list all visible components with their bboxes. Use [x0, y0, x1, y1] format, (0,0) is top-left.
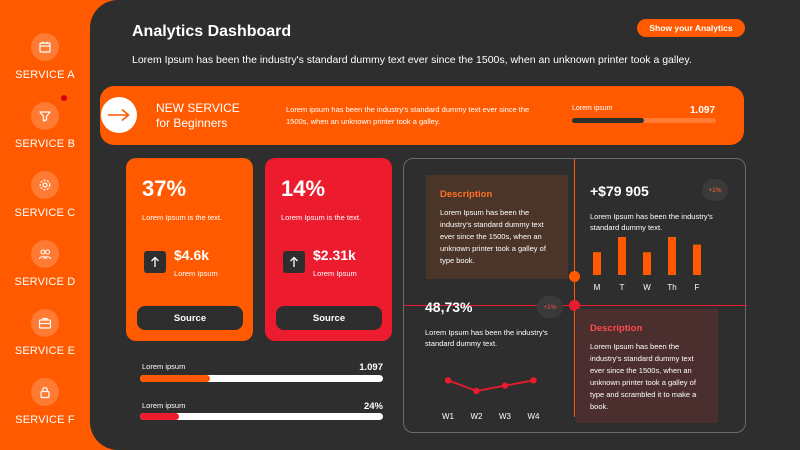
- card-percent: 37%: [142, 176, 187, 201]
- progress-fill: [140, 375, 211, 382]
- divider-dot-orange: [569, 271, 580, 282]
- source-button[interactable]: Source: [137, 306, 243, 330]
- card-text: Lorem Ipsum is the text.: [281, 213, 362, 222]
- weekly-line-chart: W1 W2 W3 W4: [442, 377, 541, 421]
- banner-title: NEW SERVICE for Beginners: [156, 101, 240, 131]
- users-icon: [31, 240, 59, 268]
- bar-th: [668, 237, 676, 275]
- line-point-w4: [530, 377, 537, 384]
- card-amount-label: Lorem Ipsum: [174, 269, 218, 278]
- sidebar: SERVICE A SERVICE B SERVICE C SERVICE D …: [0, 0, 90, 450]
- metric-badge: +1%: [537, 296, 563, 318]
- briefcase-icon: [31, 309, 59, 337]
- banner-stat-label: Lorem ipsum: [572, 105, 613, 112]
- description-title: Description: [590, 323, 643, 334]
- arrow-up-icon: [144, 251, 166, 273]
- stat-card-1: 37% Lorem Ipsum is the text. $4.6k Lorem…: [126, 158, 253, 341]
- settings-icon: [31, 171, 59, 199]
- banner-text: Lorem ipsum has been the industry's stan…: [286, 105, 530, 126]
- line-tick-label: W1: [442, 412, 455, 421]
- progress-label: Lorem ipsum: [142, 401, 186, 410]
- line-tick-label: W2: [471, 412, 484, 421]
- sidebar-item-label: SERVICE B: [14, 138, 76, 150]
- metric-percentage: 48,73%: [425, 299, 473, 315]
- bar-w: [643, 252, 651, 275]
- calendar-icon: [31, 33, 59, 61]
- line-point-w1: [444, 377, 452, 384]
- sidebar-item-label: SERVICE A: [15, 69, 75, 81]
- progress-fill: [140, 413, 179, 420]
- description-text: Lorem Ipsum has been the industry's stan…: [590, 342, 697, 411]
- banner-progress-track: [572, 118, 716, 123]
- sidebar-item-service-c[interactable]: SERVICE C: [0, 171, 90, 219]
- banner-title-line2: for Beginners: [156, 116, 228, 130]
- bar-tick-label: F: [695, 283, 700, 292]
- progress-label: Lorem ipsum: [142, 362, 186, 371]
- metric-text: Lorem Ipsum has been the industry's stan…: [425, 328, 548, 348]
- filter-icon: [31, 95, 67, 130]
- page-title: Analytics Dashboard: [132, 23, 292, 40]
- card-percent: 14%: [281, 176, 326, 201]
- sidebar-item-label: SERVICE F: [15, 414, 75, 426]
- sidebar-item-label: SERVICE C: [14, 207, 76, 219]
- progress-value: 1.097: [359, 362, 383, 373]
- source-button[interactable]: Source: [276, 306, 382, 330]
- analytics-panel: Description Lorem Ipsum has been the ind…: [403, 158, 747, 433]
- bar-f: [693, 244, 701, 275]
- bar-tick-label: W: [643, 283, 651, 292]
- weekly-bar-chart: M T W Th F: [593, 237, 701, 292]
- line-point-w2: [473, 387, 480, 395]
- sidebar-item-service-e[interactable]: SERVICE E: [0, 309, 90, 357]
- notification-dot: [61, 95, 67, 101]
- description-title: Description: [440, 189, 493, 200]
- line-series: [447, 379, 534, 392]
- sidebar-item-service-f[interactable]: SERVICE F: [0, 378, 90, 426]
- bar-m: [593, 252, 601, 275]
- card-amount: $4.6k: [174, 247, 210, 263]
- lock-icon: [31, 378, 59, 406]
- line-point-w3: [501, 382, 509, 389]
- sidebar-item-label: SERVICE D: [14, 276, 76, 288]
- sidebar-item-service-b[interactable]: SERVICE B: [0, 95, 90, 150]
- progress-track: [140, 375, 383, 382]
- metric-revenue: +$79 905: [590, 183, 649, 199]
- sidebar-item-service-a[interactable]: SERVICE A: [0, 33, 90, 81]
- description-box-1: Description Lorem Ipsum has been the ind…: [426, 175, 568, 279]
- metric-text: Lorem Ipsum has been the industry's stan…: [590, 212, 713, 232]
- show-analytics-button[interactable]: Show your Analytics: [637, 19, 745, 37]
- progress-track: [140, 413, 383, 420]
- bar-tick-label: T: [620, 283, 625, 292]
- description-box-2: Description Lorem Ipsum has been the ind…: [576, 309, 718, 423]
- progress-value: 24%: [363, 401, 383, 412]
- line-tick-label: W4: [528, 412, 541, 421]
- description-text: Lorem Ipsum has been the industry's stan…: [440, 208, 546, 265]
- sidebar-item-label: SERVICE E: [14, 345, 76, 357]
- arrow-right-icon[interactable]: [101, 97, 137, 133]
- card-amount: $2.31k: [313, 247, 356, 263]
- new-service-banner: NEW SERVICE for Beginners Lorem ipsum ha…: [100, 86, 744, 145]
- bar-tick-label: Th: [667, 283, 676, 292]
- banner-stat-value: 1.097: [690, 105, 716, 116]
- line-tick-label: W3: [499, 412, 512, 421]
- bar-tick-label: M: [594, 283, 601, 292]
- sidebar-item-service-d[interactable]: SERVICE D: [0, 240, 90, 288]
- metric-badge: +1%: [702, 179, 728, 201]
- main-panel: Analytics Dashboard Lorem Ipsum has been…: [90, 0, 800, 450]
- bar-t: [618, 237, 626, 275]
- banner-title-line1: NEW SERVICE: [156, 101, 240, 115]
- arrow-up-icon: [283, 251, 305, 273]
- page-subtitle: Lorem Ipsum has been the industry's stan…: [132, 54, 692, 66]
- divider-vertical: [574, 159, 575, 417]
- card-amount-label: Lorem Ipsum: [313, 269, 357, 278]
- card-text: Lorem Ipsum is the text.: [142, 213, 223, 222]
- stat-card-2: 14% Lorem Ipsum is the text. $2.31k Lore…: [265, 158, 392, 341]
- divider-dot-red: [569, 300, 580, 311]
- banner-progress-fill: [572, 118, 644, 123]
